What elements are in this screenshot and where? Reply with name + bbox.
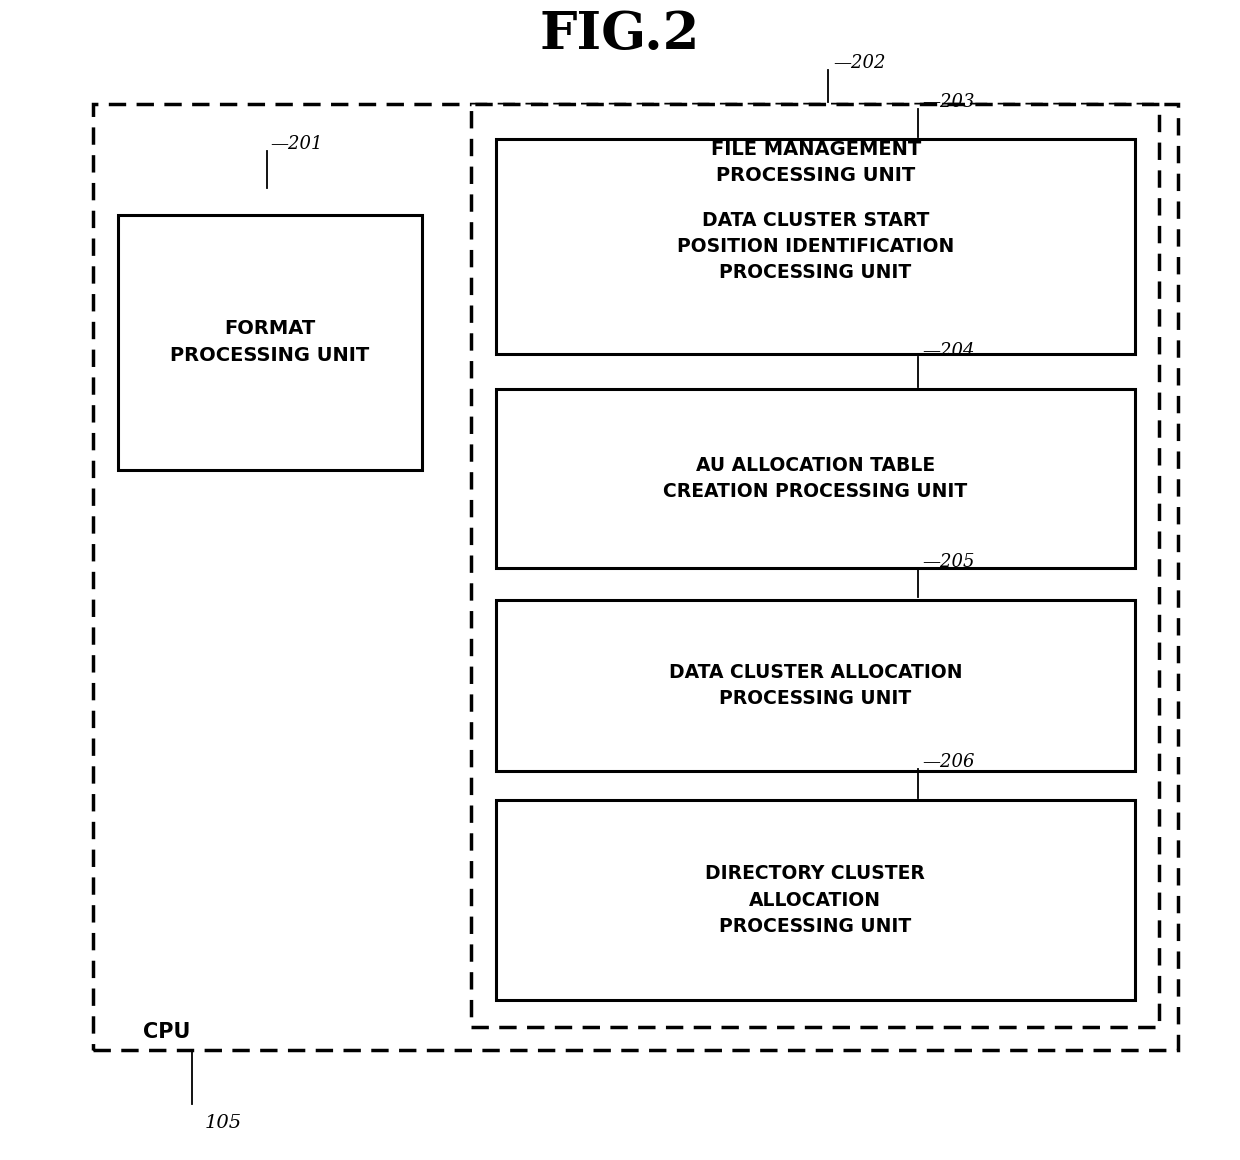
Text: FILE MANAGEMENT
PROCESSING UNIT: FILE MANAGEMENT PROCESSING UNIT — [711, 139, 921, 186]
Text: —201: —201 — [270, 135, 322, 153]
Text: —205: —205 — [923, 552, 975, 571]
Text: CPU: CPU — [143, 1022, 190, 1042]
Bar — [93, 104, 1178, 1050]
Text: DATA CLUSTER START
POSITION IDENTIFICATION
PROCESSING UNIT: DATA CLUSTER START POSITION IDENTIFICATI… — [677, 210, 954, 283]
Text: —202: —202 — [833, 53, 885, 72]
Bar — [496, 600, 1135, 771]
Text: DIRECTORY CLUSTER
ALLOCATION
PROCESSING UNIT: DIRECTORY CLUSTER ALLOCATION PROCESSING … — [706, 864, 925, 936]
Bar — [496, 389, 1135, 568]
Text: FIG.2: FIG.2 — [539, 9, 701, 60]
Bar — [496, 800, 1135, 1000]
Bar — [471, 104, 1159, 1027]
Bar — [118, 215, 422, 470]
Text: —206: —206 — [923, 753, 975, 771]
Text: DATA CLUSTER ALLOCATION
PROCESSING UNIT: DATA CLUSTER ALLOCATION PROCESSING UNIT — [668, 662, 962, 709]
Text: FORMAT
PROCESSING UNIT: FORMAT PROCESSING UNIT — [170, 319, 370, 365]
Text: 105: 105 — [205, 1114, 242, 1132]
Text: AU ALLOCATION TABLE
CREATION PROCESSING UNIT: AU ALLOCATION TABLE CREATION PROCESSING … — [663, 456, 967, 501]
Bar — [496, 139, 1135, 354]
Text: —203: —203 — [923, 93, 975, 111]
Text: —204: —204 — [923, 341, 975, 360]
